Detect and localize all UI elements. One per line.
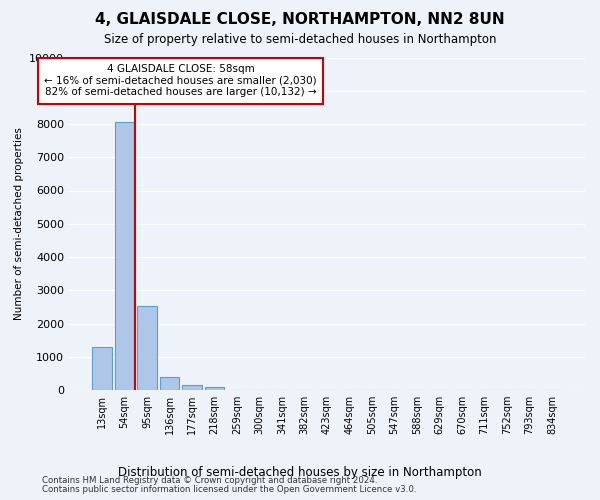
Y-axis label: Number of semi-detached properties: Number of semi-detached properties bbox=[14, 128, 23, 320]
Bar bbox=[182, 385, 202, 390]
Text: Contains HM Land Registry data © Crown copyright and database right 2024.: Contains HM Land Registry data © Crown c… bbox=[42, 476, 377, 485]
Text: Distribution of semi-detached houses by size in Northampton: Distribution of semi-detached houses by … bbox=[118, 466, 482, 479]
Bar bbox=[205, 388, 224, 390]
Text: Contains public sector information licensed under the Open Government Licence v3: Contains public sector information licen… bbox=[42, 484, 416, 494]
Text: 4 GLAISDALE CLOSE: 58sqm
← 16% of semi-detached houses are smaller (2,030)
82% o: 4 GLAISDALE CLOSE: 58sqm ← 16% of semi-d… bbox=[44, 64, 317, 98]
Bar bbox=[160, 377, 179, 390]
Text: Size of property relative to semi-detached houses in Northampton: Size of property relative to semi-detach… bbox=[104, 32, 496, 46]
Bar bbox=[92, 347, 112, 390]
Bar bbox=[115, 122, 134, 390]
Bar bbox=[137, 306, 157, 390]
Text: 4, GLAISDALE CLOSE, NORTHAMPTON, NN2 8UN: 4, GLAISDALE CLOSE, NORTHAMPTON, NN2 8UN bbox=[95, 12, 505, 28]
